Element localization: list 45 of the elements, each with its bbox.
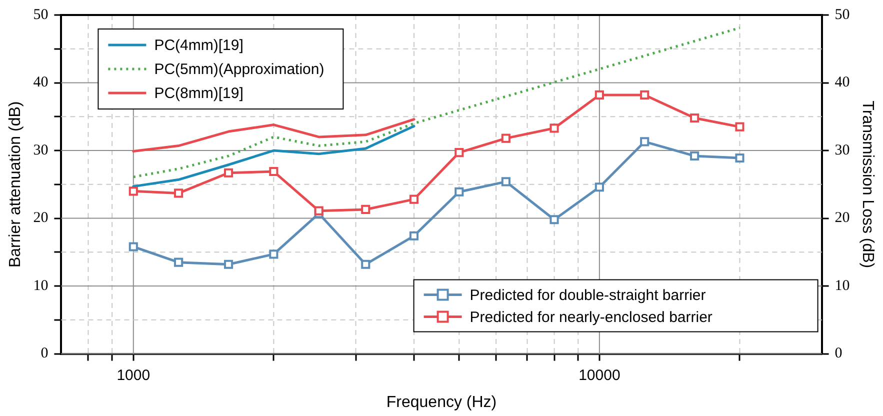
point	[174, 188, 184, 198]
y2-tick-label: 10	[834, 278, 850, 294]
point	[501, 134, 510, 143]
y-axis-title: Barrier attenuation (dB)	[7, 101, 24, 268]
legend-label: PC(5mm)(Approximation)	[154, 61, 324, 78]
y-tick-label: 50	[33, 6, 48, 23]
point	[501, 177, 510, 186]
point	[128, 186, 138, 196]
legend-label: PC(4mm)[19]	[154, 37, 244, 54]
point	[361, 260, 370, 269]
point	[550, 124, 559, 133]
x-tick-label: 1000	[116, 366, 150, 384]
point	[174, 258, 184, 267]
y-tick-label: 40	[33, 74, 48, 91]
point	[454, 148, 464, 158]
y2-tick-label: 0	[834, 346, 842, 362]
point	[454, 187, 464, 196]
point	[594, 90, 604, 100]
point	[640, 137, 650, 146]
point	[269, 250, 278, 259]
point	[128, 242, 138, 252]
point	[269, 166, 278, 176]
y2-tick-label: 50	[834, 6, 850, 23]
point	[640, 90, 650, 100]
point	[594, 182, 604, 192]
y-tick-label: 20	[33, 210, 48, 226]
y2-tick-label: 20	[834, 210, 850, 226]
point	[314, 206, 324, 216]
y-tick-label: 30	[33, 142, 48, 158]
point	[735, 122, 744, 132]
y2-axis-title: Transmission Loss (dB)	[858, 100, 876, 268]
x-axis-title: Frequency (Hz)	[386, 394, 497, 411]
legend-label: Predicted for nearly-enclosed barrier	[470, 308, 712, 326]
point	[409, 194, 419, 204]
y2-tick-label: 40	[834, 74, 850, 91]
point	[550, 215, 559, 224]
point	[409, 231, 419, 240]
y-tick-label: 0	[40, 346, 48, 362]
y-tick-label: 10	[33, 278, 48, 294]
legend-label: Predicted for double-straight barrier	[470, 286, 706, 304]
x-tick-label: 10000	[578, 366, 620, 384]
y2-tick-label: 30	[834, 142, 850, 158]
point	[361, 204, 370, 214]
legend-label: PC(8mm)[19]	[154, 85, 244, 102]
point	[735, 153, 744, 163]
